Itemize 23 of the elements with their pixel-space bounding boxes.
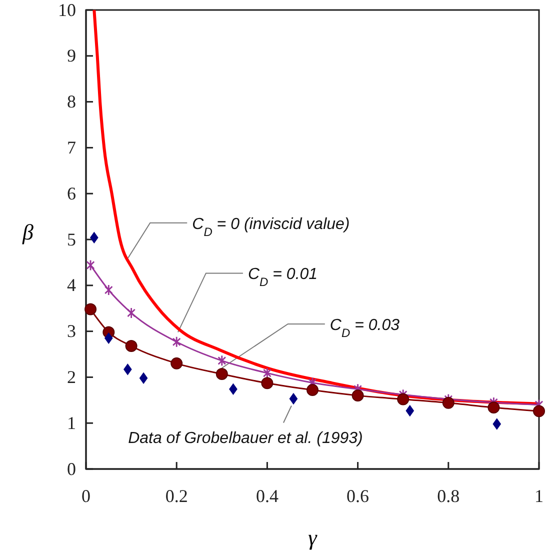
y-axis-title: β [22,220,34,244]
y-tick-label: 5 [67,229,76,250]
annotation: C$_{D}$ = 0.01 [248,266,318,290]
y-tick-label: 1 [67,412,76,433]
x-tick-label: 0.4 [256,486,278,506]
y-tick-label: 8 [67,92,76,112]
annotation: Data of Grobelbauer et al. (1993) [128,430,363,447]
annotation: C$_{D}$ = 0.03 [330,317,400,340]
y-tick-label: 4 [67,275,76,296]
x-axis-title: γ [308,525,318,550]
x-tick-label: 0.8 [437,486,460,506]
y-tick-label: 6 [67,183,76,204]
y-tick-label: 10 [58,0,76,20]
y-tick-label: 2 [67,366,76,387]
y-tick-label: 0 [67,458,76,479]
x-tick-label: 0.2 [165,486,188,506]
annotation: C$_{D}$ = 0 (inviscid value) [192,216,350,239]
y-tick-label: 9 [67,46,76,66]
y-tick-label: 3 [67,321,76,342]
x-tick-label: 1 [534,486,544,506]
x-tick-label: 0 [82,486,90,506]
x-tick-label: 0.6 [346,486,370,506]
y-tick-label: 7 [67,137,76,158]
